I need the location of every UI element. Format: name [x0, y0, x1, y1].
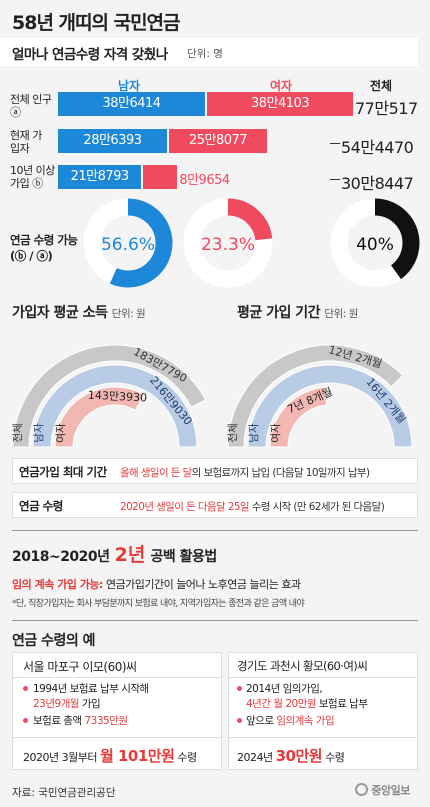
divider [12, 620, 418, 621]
arc-value-0-2: 143만3930 [88, 389, 148, 405]
arc-category-1-1: 남자 [248, 423, 260, 443]
donut-slice-2 [330, 198, 420, 288]
donut-label-1: 23.3% [201, 235, 255, 255]
blank-lead: 임의 계속 가입 가능: 연금가입기간이 늘어나 노후연금 늘리는 효과 [12, 578, 301, 591]
arc-category-0-2: 여자 [55, 423, 67, 443]
bar-female-10yr [143, 165, 178, 189]
blank-note: *단, 직장가입자는 회사 부담분까지 보험료 내야, 지역가입자는 종전과 같… [12, 599, 305, 609]
arc-1-0 [227, 344, 404, 448]
logo-circle-icon [355, 783, 368, 796]
page-title: 58년 개띠의 국민연금 [12, 12, 181, 34]
bar-male-10yr: 21만8793 [58, 165, 142, 189]
membership-bar-chart: 38만6414 38만4103 28만6393 25만8077 21만8793 8만965… [0, 0, 430, 200]
total-members: 54만4470 [341, 138, 414, 157]
header-total: 전체 [370, 79, 393, 93]
total-population: 77만517 [355, 99, 418, 118]
total-10yr: 30만8447 [341, 174, 414, 193]
subheader-title: 얼마나 연금수령 자격 갖췄나 [12, 47, 168, 63]
bullet-icon [23, 686, 28, 691]
arc-1-2 [269, 386, 328, 448]
donut-label-2: 40% [356, 235, 394, 255]
arc-category-0-1: 남자 [33, 423, 45, 443]
income-section-title: 가입자 평균 소득 단위: 원 [12, 305, 146, 321]
bar-male-population: 38만6414 [58, 92, 205, 116]
divider [12, 530, 418, 531]
subheader-unit: 단위: 명 [187, 48, 223, 60]
example-card-2: 경기도 과천시 황모(60·여)씨 2014년 임의가입, 4년간 월 20만원… [228, 652, 418, 770]
subheader-bar: 얼마나 연금수령 자격 갖췄나 단위: 명 [0, 38, 418, 66]
arc-0-1 [32, 364, 198, 448]
donut-slice-0 [83, 198, 173, 288]
arc-0-0 [12, 344, 207, 448]
example-card-1: 서울 마포구 이모(60)씨 1994년 보험료 납부 시작해 23년9개월 가… [12, 652, 222, 770]
header-female: 여자 [270, 79, 293, 93]
donut-slice-1 [183, 198, 273, 288]
arc-category-1-0: 전체 [227, 423, 239, 442]
arc-value-1-1: 16년 2개월 [363, 376, 408, 427]
eligibility-label: 연금 수령 가능 (ⓑ / ⓐ) [10, 233, 78, 263]
bullet-icon [23, 718, 28, 723]
bar-male-members: 28만6393 [58, 129, 167, 153]
arc-category-1-2: 여자 [270, 423, 282, 443]
donut-label-0: 56.6% [101, 235, 155, 255]
arc-0-2 [54, 386, 145, 448]
row-label-population: 전체 인구 ⓐ [10, 93, 52, 119]
arc-1-1 [247, 364, 413, 448]
info-box-max-period: 연금가입 최대 기간 올해 생일이 든 달의 보험료까지 납입 (다음달 10일… [12, 458, 418, 484]
eligibility-donut-chart: 56.6% 23.3% 40% [83, 198, 420, 288]
source-note: 자료: 국민연금관리공단 [12, 787, 116, 799]
bullet-icon [237, 686, 242, 691]
bar-female-members: 25만8077 [168, 129, 268, 153]
period-section-title: 평균 가입 기간 단위: 원 [237, 305, 358, 321]
bar-female-label: 8만9654 [179, 173, 230, 188]
examples-title: 연금 수령의 예 [12, 633, 96, 649]
header-male: 남자 [118, 79, 141, 93]
info-box-receipt: 연금 수령 2020년 생일이 든 다음달 25일 수령 시작 (만 62세가 … [12, 492, 418, 518]
blank-section-title: 2018~2020년 2년 공백 활용법 [12, 544, 217, 566]
bar-female-population: 38만4103 [207, 92, 354, 116]
arc-category-0-0: 전체 [12, 423, 24, 442]
total-leader-line [330, 143, 340, 144]
publisher-logo: 중앙일보 [355, 782, 410, 798]
row-label-members: 현재 가입자 [10, 129, 42, 155]
total-leader-line [330, 179, 340, 180]
row-label-10yr: 10년 이상 가입 ⓑ [10, 164, 55, 190]
bullet-icon [237, 718, 242, 723]
